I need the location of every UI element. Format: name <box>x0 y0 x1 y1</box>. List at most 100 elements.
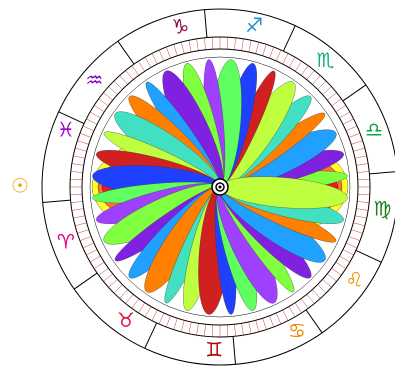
zodiac-glyph: ♌ <box>345 268 363 292</box>
zodiac-glyph: ♒ <box>85 68 103 92</box>
degree-tick <box>151 309 158 321</box>
degree-tick <box>108 86 118 95</box>
degree-tick <box>173 318 178 330</box>
zodiac-glyph: ♐ <box>245 13 263 37</box>
sector-line <box>42 199 71 204</box>
degree-tick <box>354 155 367 159</box>
degree-tick <box>158 312 165 325</box>
degree-tick <box>294 302 302 313</box>
sector-line <box>369 171 395 175</box>
zodiac-glyph: ♋ <box>288 318 306 342</box>
degree-tick <box>282 309 289 321</box>
center-dot <box>218 185 222 189</box>
degree-tick <box>158 49 165 62</box>
sector-line <box>305 309 323 334</box>
degree-tick <box>73 155 86 159</box>
degree-tick <box>144 56 152 68</box>
degree-tick <box>312 75 321 85</box>
degree-tick <box>357 194 370 196</box>
degree-tick <box>196 38 199 51</box>
degree-tick <box>255 320 260 332</box>
degree-tick <box>204 324 206 337</box>
degree-tick <box>86 118 98 125</box>
zodiac-glyph: ♊ <box>205 337 223 361</box>
chart-wheel <box>41 8 395 366</box>
degree-tick <box>357 178 370 180</box>
degree-tick <box>166 46 171 59</box>
degree-tick <box>241 38 244 51</box>
sector-line <box>355 249 382 263</box>
degree-tick <box>125 70 134 80</box>
degree-tick <box>113 284 123 294</box>
degree-tick <box>131 65 140 76</box>
degree-tick <box>331 98 342 107</box>
degree-tick <box>131 298 140 309</box>
degree-tick <box>351 140 363 145</box>
degree-tick <box>312 289 321 299</box>
degree-tick <box>211 37 213 50</box>
degree-tick <box>275 312 282 325</box>
zodiac-glyph: ♓ <box>57 117 75 141</box>
degree-tick <box>71 208 84 211</box>
degree-tick <box>70 171 83 173</box>
degree-tick <box>322 279 332 288</box>
degree-tick <box>348 133 361 138</box>
degree-tick <box>77 229 89 234</box>
degree-tick <box>353 222 365 227</box>
zodiac-glyph: ♈ <box>57 230 75 254</box>
degree-tick <box>269 46 274 59</box>
degree-tick <box>234 37 236 50</box>
degree-tick <box>94 261 105 269</box>
degree-tick <box>75 222 87 227</box>
degree-tick <box>73 215 86 219</box>
degree-tick <box>82 125 95 132</box>
degree-tick <box>108 279 118 288</box>
zodiac-glyph: ♏ <box>316 48 334 72</box>
degree-tick <box>294 61 302 72</box>
degree-tick <box>288 56 296 68</box>
degree-tick <box>262 318 267 330</box>
degree-tick <box>356 208 369 211</box>
degree-tick <box>317 284 327 294</box>
degree-tick <box>351 229 363 234</box>
degree-tick <box>89 111 101 119</box>
sector-line <box>232 336 237 365</box>
sector-line <box>282 25 296 52</box>
degree-tick <box>166 315 171 328</box>
degree-tick <box>353 147 365 152</box>
degree-tick <box>356 163 369 166</box>
degree-tick <box>327 92 337 101</box>
degree-tick <box>342 249 354 256</box>
degree-tick <box>306 70 315 80</box>
degree-tick <box>75 147 87 152</box>
degree-tick <box>227 324 229 337</box>
degree-tick <box>211 324 213 337</box>
degree-tick <box>138 61 146 72</box>
degree-tick <box>79 236 92 241</box>
degree-tick <box>345 242 358 249</box>
degree-tick <box>275 49 282 62</box>
degree-tick <box>151 53 158 65</box>
degree-tick <box>327 273 337 282</box>
degree-tick <box>89 255 101 263</box>
degree-tick <box>86 249 98 256</box>
degree-tick <box>331 267 342 276</box>
sector-line <box>342 84 367 102</box>
degree-tick <box>335 261 346 269</box>
degree-tick <box>204 37 206 50</box>
sector-line <box>117 40 135 65</box>
degree-tick <box>70 201 83 203</box>
degree-tick <box>94 105 105 113</box>
degree-tick <box>103 92 113 101</box>
degree-tick <box>248 40 252 53</box>
zodiac-glyph: ♉ <box>117 308 135 332</box>
degree-tick <box>322 86 332 95</box>
degree-tick <box>82 242 95 249</box>
degree-tick <box>348 236 361 241</box>
zodiac-glyph: ♍ <box>373 196 391 220</box>
degree-tick <box>306 294 315 304</box>
degree-tick <box>255 42 260 54</box>
degree-tick <box>144 306 152 318</box>
degree-tick <box>234 324 236 337</box>
